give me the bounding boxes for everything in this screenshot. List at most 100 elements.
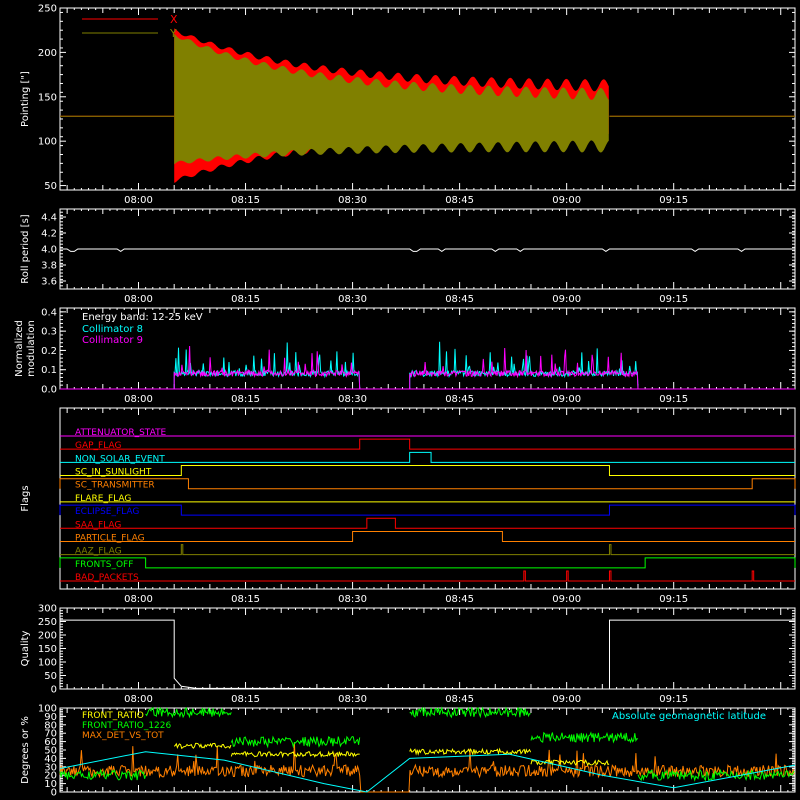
time-tick-label: 08:30 xyxy=(338,294,367,305)
time-tick-label: 08:00 xyxy=(124,694,153,705)
y-tick-label: 0.3 xyxy=(41,327,57,338)
time-tick-label: 08:45 xyxy=(445,694,474,705)
flag-label: FLARE_FLAG xyxy=(75,494,131,504)
flag-label: SAA_FLAG xyxy=(75,520,121,530)
y-axis-label: Flags xyxy=(20,485,31,511)
time-tick-label: 09:15 xyxy=(659,594,688,605)
y-tick-label: 100 xyxy=(38,137,57,148)
time-tick-label: 08:30 xyxy=(338,394,367,405)
y-tick-label: 10 xyxy=(44,779,57,790)
time-tick-label: 08:45 xyxy=(445,294,474,305)
time-tick-label: 09:15 xyxy=(659,195,688,206)
y-tick-label: 100 xyxy=(38,704,57,715)
y-tick-label: 3.8 xyxy=(41,261,57,272)
flag-label: NON_SOLAR_EVENT xyxy=(75,454,165,464)
y-tick-label: 150 xyxy=(38,644,57,655)
time-tick-label: 08:30 xyxy=(338,694,367,705)
modulation-collimator9 xyxy=(409,347,639,390)
time-tick-label: 09:15 xyxy=(659,294,688,305)
time-tick-label: 08:00 xyxy=(124,195,153,206)
y-tick-label: 80 xyxy=(44,720,57,731)
flag-trace xyxy=(60,438,795,450)
time-tick-label: 09:00 xyxy=(552,594,581,605)
legend-label: Collimator 9 xyxy=(82,335,143,346)
y-tick-label: 4.4 xyxy=(41,213,57,224)
y-tick-label: 30 xyxy=(44,762,57,773)
flag-label: BAD_PACKETS xyxy=(75,573,139,583)
y-tick-label: 200 xyxy=(38,631,57,642)
time-tick-label: 09:00 xyxy=(552,394,581,405)
y-tick-label: 70 xyxy=(44,729,57,740)
geomagnetic-latitude-annotation: Absolute geomagnetic latitude xyxy=(612,711,766,722)
time-tick-label: 09:15 xyxy=(659,694,688,705)
y-axis-label: modulation xyxy=(26,320,37,377)
y-tick-label: 3.6 xyxy=(41,277,57,288)
plot-frame xyxy=(59,7,796,191)
flag-trace xyxy=(60,570,795,582)
y-axis-label: Pointing ["] xyxy=(20,71,31,127)
panel-5: 08:00 08:15 08:30 08:45 09:00 09:15 0 50 100 150 2… xyxy=(20,604,796,705)
y-axis-label: Quality xyxy=(20,631,31,667)
y-tick-label: 50 xyxy=(44,671,57,682)
time-tick-label: 08:00 xyxy=(124,594,153,605)
y-tick-label: 40 xyxy=(44,754,57,765)
y-tick-label: 200 xyxy=(38,48,57,59)
energy-band-annotation: Energy band: 12-25 keV xyxy=(82,312,203,323)
panel-1: 08:00 08:15 08:30 08:45 09:00 09:15 50 100 150 20… xyxy=(20,4,796,206)
y-tick-label: 250 xyxy=(38,617,57,628)
legend-label: Collimator 8 xyxy=(82,324,143,335)
y-tick-label: 0.0 xyxy=(41,385,57,396)
time-tick-label: 08:15 xyxy=(231,394,260,405)
panel-4: 08:00 08:15 08:30 08:45 09:00 09:15 Flags ATTEN… xyxy=(20,407,796,605)
y-tick-label: 150 xyxy=(38,92,57,103)
y-tick-label: 4.2 xyxy=(41,229,57,240)
flag-trace xyxy=(59,557,796,569)
y-tick-label: 50 xyxy=(44,746,57,757)
time-tick-label: 09:00 xyxy=(552,195,581,206)
front-ratio-1226-line xyxy=(230,735,361,749)
y-tick-label: 0 xyxy=(51,788,57,799)
flag-trace xyxy=(60,530,795,542)
time-tick-label: 08:45 xyxy=(445,594,474,605)
y-tick-label: 0.2 xyxy=(41,346,57,357)
max-det-vs-tot-line xyxy=(59,742,795,793)
legend-label: X xyxy=(170,13,178,26)
y-tick-label: 0.4 xyxy=(41,307,57,318)
panels: 08:00 08:15 08:30 08:45 09:00 09:155010015020… xyxy=(14,4,796,799)
legend-label: MAX_DET_VS_TOT xyxy=(82,731,164,741)
time-tick-label: 09:00 xyxy=(552,694,581,705)
y-tick-label: 0 xyxy=(51,685,57,696)
time-tick-label: 09:00 xyxy=(552,294,581,305)
roll-period-line xyxy=(60,248,795,253)
legend-label: Y xyxy=(169,27,177,40)
flag-trace xyxy=(59,504,796,516)
front-ratio-1226-line xyxy=(530,731,639,744)
time-tick-label: 08:00 xyxy=(124,294,153,305)
flag-trace xyxy=(60,517,795,529)
front-ratio-1226-line xyxy=(637,768,795,782)
modulation-collimator9 xyxy=(173,345,361,390)
y-axis-label: Roll period [s] xyxy=(20,214,31,283)
y-tick-label: 300 xyxy=(38,604,57,615)
time-tick-label: 08:45 xyxy=(445,195,474,206)
y-tick-label: 50 xyxy=(44,181,57,192)
front-ratio-line xyxy=(409,747,532,756)
front-ratio-line xyxy=(230,750,360,759)
flag-label: SC_TRANSMITTER xyxy=(75,481,155,491)
time-tick-label: 08:15 xyxy=(231,594,260,605)
time-tick-label: 08:30 xyxy=(338,195,367,206)
y-tick-label: 100 xyxy=(38,658,57,669)
quality-line xyxy=(60,619,795,690)
time-tick-label: 09:15 xyxy=(659,394,688,405)
time-tick-label: 08:15 xyxy=(231,694,260,705)
y-tick-label: 90 xyxy=(44,712,57,723)
front-ratio-1226-line xyxy=(409,706,531,719)
front-ratio-line xyxy=(173,742,232,750)
plot-frame xyxy=(59,407,796,590)
flag-label: FRONTS_OFF xyxy=(75,560,133,570)
legend-label: FRONT_RATIO_1226 xyxy=(82,721,172,731)
flag-trace xyxy=(59,478,796,490)
time-tick-label: 08:00 xyxy=(124,394,153,405)
y-tick-label: 4.0 xyxy=(41,245,57,256)
